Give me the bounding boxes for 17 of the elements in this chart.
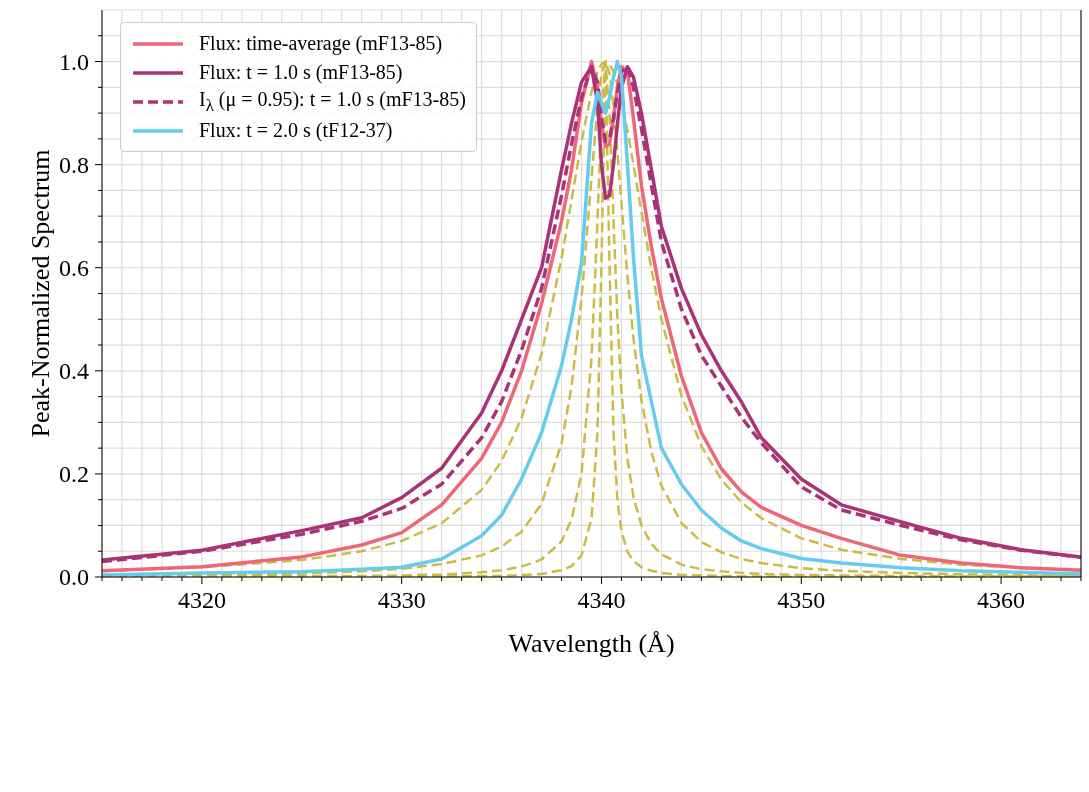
y-tick-label: 0.4 <box>59 358 89 385</box>
x-tick-label: 4340 <box>577 587 626 613</box>
legend-label: I$_{λ}$ (μ = 0.95): t = 1.0 s (mF13-85) <box>199 87 466 116</box>
x-tick-label: 4360 <box>977 587 1026 613</box>
y-tick-label: 0.6 <box>59 255 89 282</box>
y-axis-title: Peak-Normalized Spectrum <box>26 149 56 438</box>
y-tick-label: 0.2 <box>59 461 89 488</box>
y-tick-label: 0.0 <box>59 564 89 591</box>
legend-label: Flux: t = 2.0 s (tF12-37) <box>199 119 393 142</box>
x-tick-label: 4320 <box>177 587 226 613</box>
y-tick-label: 1.0 <box>59 48 89 75</box>
x-tick-label: 4330 <box>377 587 426 613</box>
legend-label: Flux: t = 1.0 s (mF13-85) <box>199 61 403 84</box>
y-tick-label: 0.8 <box>59 152 89 179</box>
x-axis-title: Wavelength (Å) <box>508 629 675 658</box>
legend-label: Flux: time-average (mF13-85) <box>199 32 443 55</box>
x-tick-label: 4350 <box>777 587 826 613</box>
